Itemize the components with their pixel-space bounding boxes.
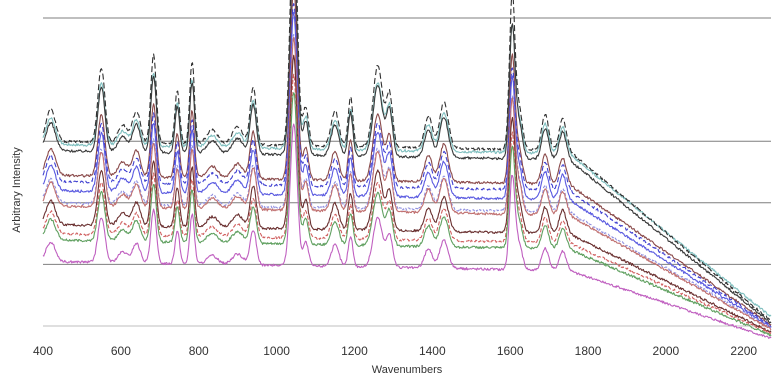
x-tick-label: 2200: [730, 344, 757, 358]
x-tick-label: 400: [33, 344, 53, 358]
spectrum-line-4: [42, 0, 772, 327]
spectrum-line-5: [42, 3, 772, 328]
spectrum-line-10: [42, 73, 772, 335]
y-axis-title: Arbitrary Intensity: [11, 147, 23, 233]
spectrum-line-3: [42, 0, 772, 324]
x-tick-label: 1000: [263, 344, 290, 358]
x-tick-label: 1400: [419, 344, 446, 358]
spectrum-line-9: [42, 54, 772, 333]
x-tick-label: 1800: [575, 344, 602, 358]
x-tick-label: 800: [189, 344, 209, 358]
spectrum-line-7: [42, 33, 772, 329]
x-tick-label: 1200: [341, 344, 368, 358]
x-axis-title: Wavenumbers: [372, 364, 443, 376]
x-tick-label: 1600: [497, 344, 524, 358]
spectrum-line-6: [42, 11, 772, 328]
spectrum-line-8: [42, 36, 772, 331]
spectrum-line-2: [42, 0, 772, 323]
x-tick-label: 600: [111, 344, 131, 358]
x-tick-labels: 400 600 800 1000 1200 1400 1600 1800 2000 2200: [33, 344, 757, 358]
x-tick-label: 2000: [653, 344, 680, 358]
spectra-series: [42, 0, 772, 339]
spectrum-line-1: [42, 0, 772, 317]
spectrum-line-11: [42, 92, 772, 337]
gridlines: [43, 17, 771, 265]
spectrum-line-12: [42, 123, 772, 339]
